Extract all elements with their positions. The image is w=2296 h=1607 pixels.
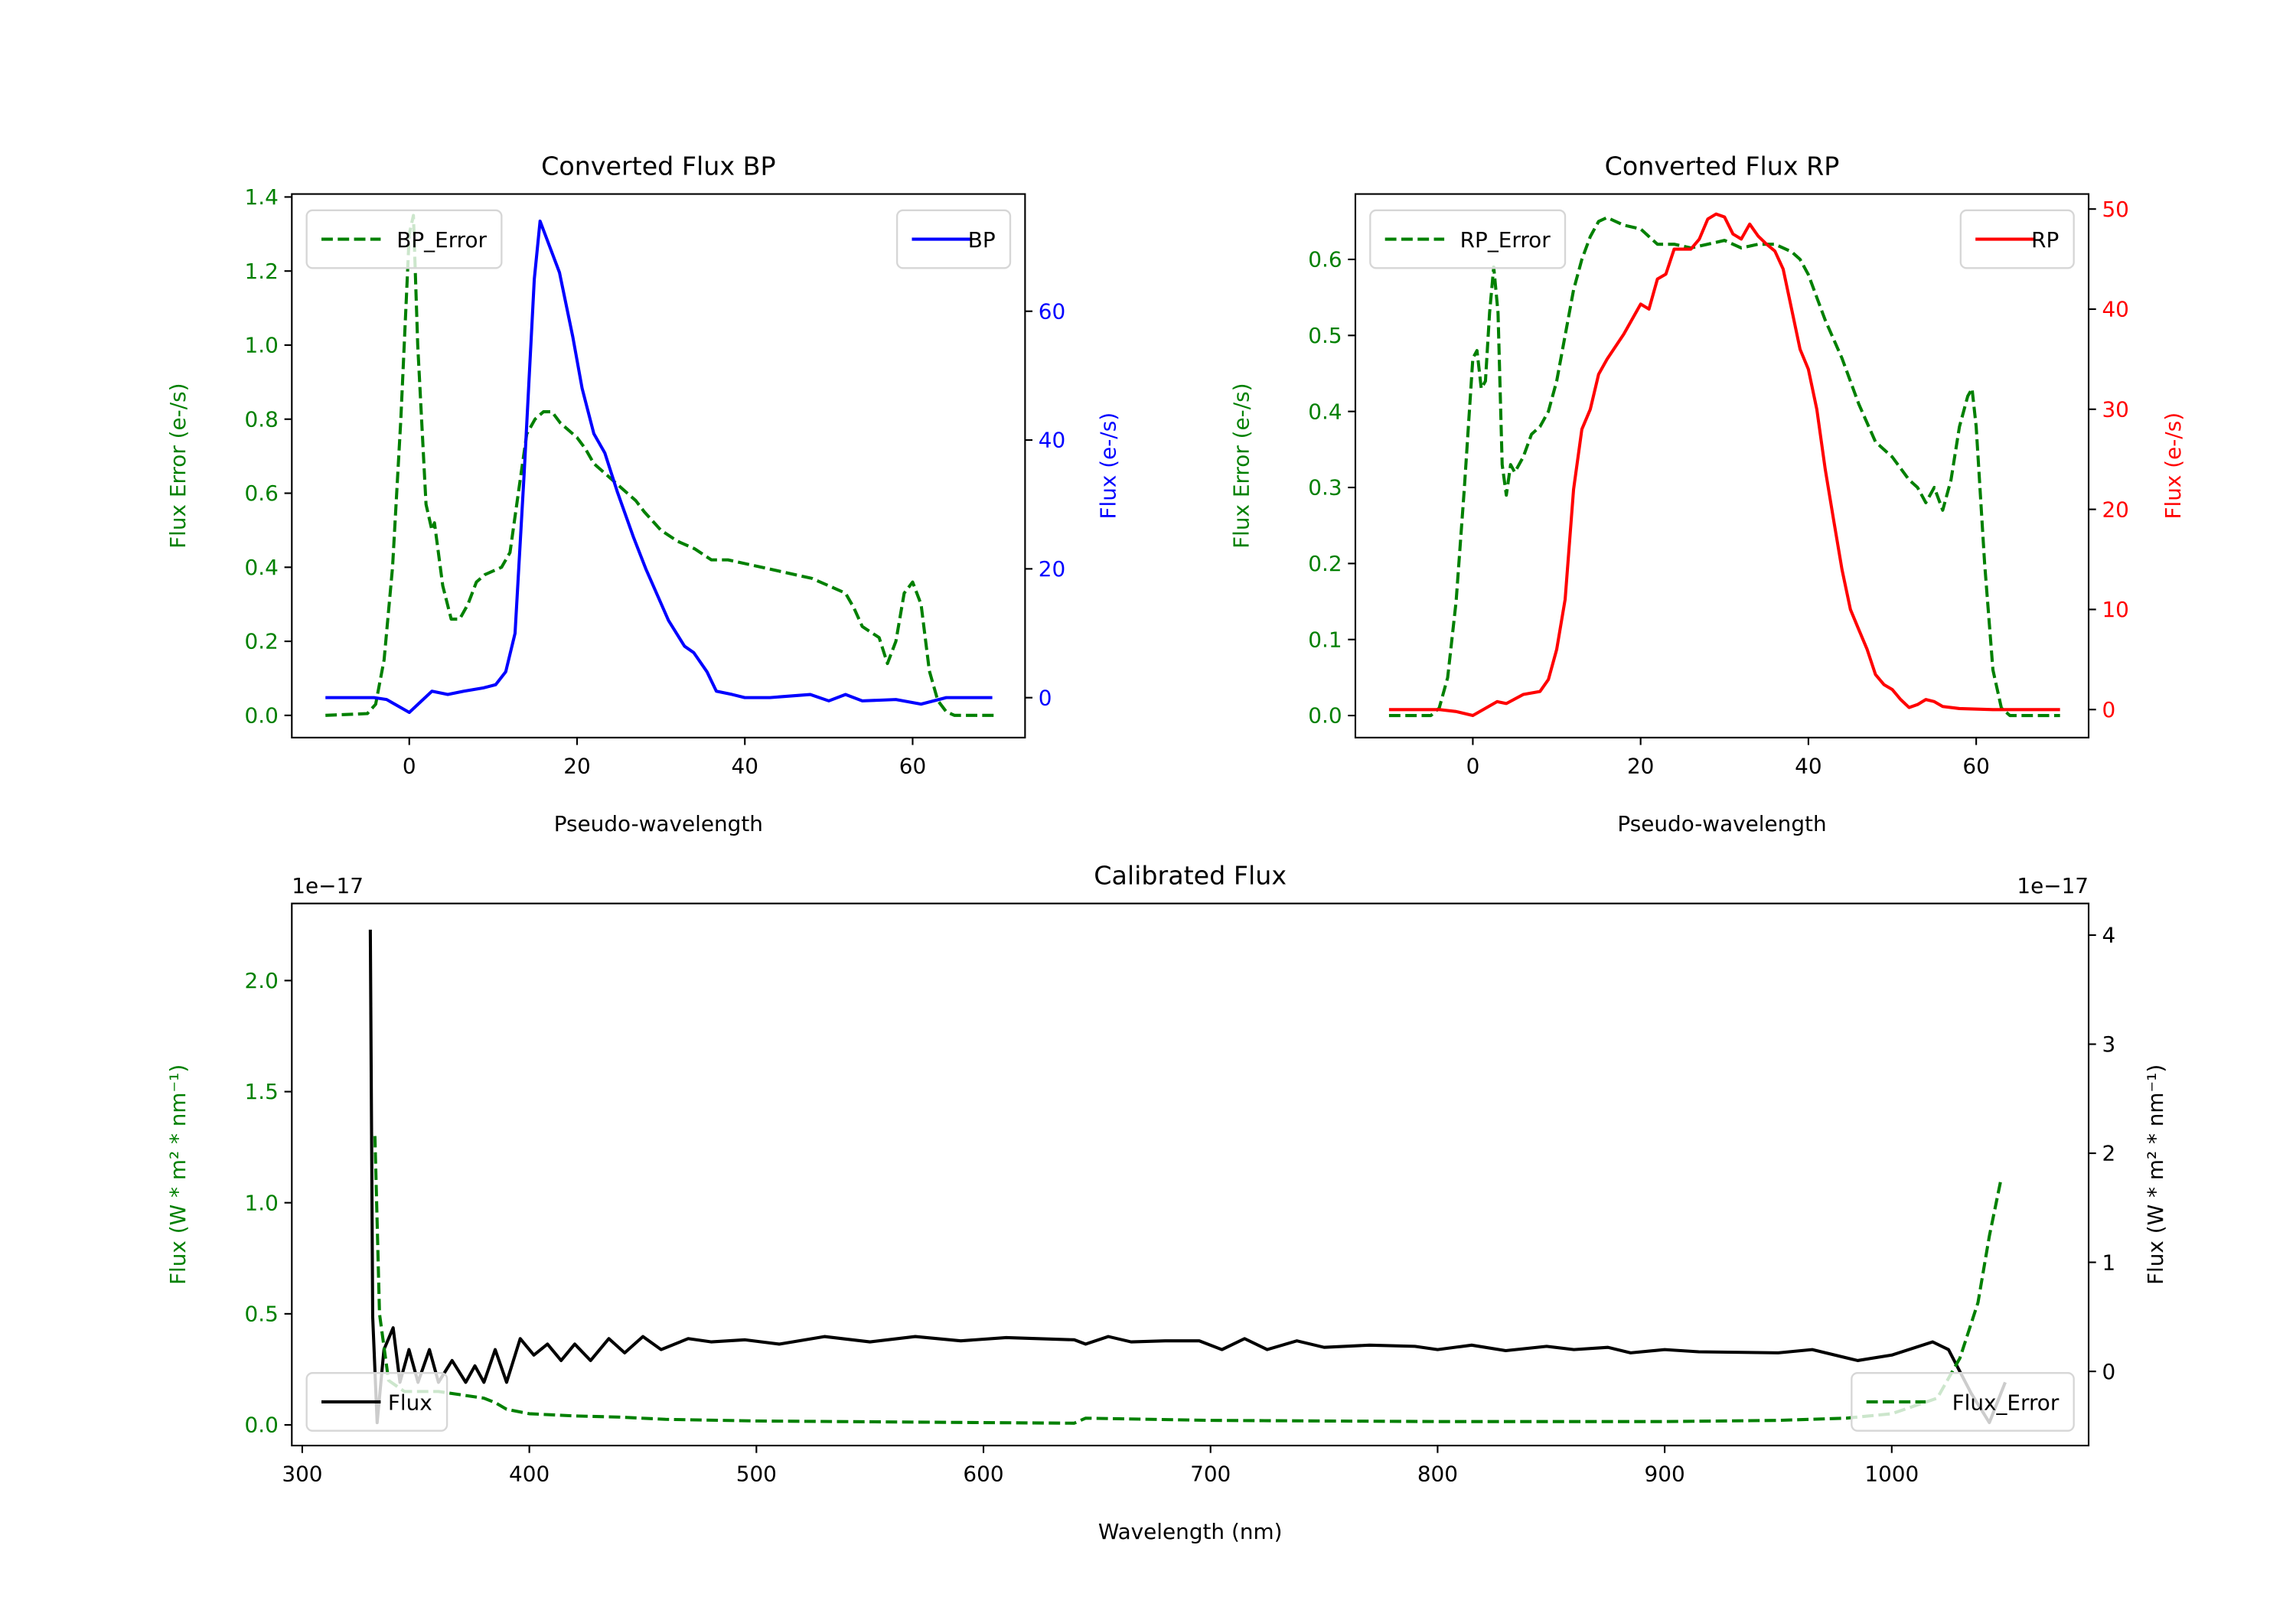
axes-frame [291,193,1026,738]
x-tick-label: 60 [1962,753,1989,778]
y-right-tick-label: 40 [1039,428,1065,453]
y-right-tick-label: 3 [2102,1032,2115,1057]
x-tick-label: 800 [1417,1461,1458,1486]
legend-rp-error: RP_Error [1369,209,1567,269]
x-tick-label: 400 [509,1461,550,1486]
y-left-tick-label: 1.2 [245,259,279,284]
y-right-axis-label: Flux (e-/s) [1095,412,1120,520]
legend-label: Flux [388,1390,432,1416]
axes-frame [291,902,2090,1447]
legend-flux-error: Flux_Error [1851,1372,2075,1432]
y-right-tick-label: 0 [1039,685,1052,710]
subplot-converted-flux-rp: 0 20 40 60 0.0 0.1 0.2 0.3 0.4 0.5 0.6 0 10 20 30 40 50 C… [1229,151,2186,836]
y-left-offset-text: 1e−17 [292,873,364,898]
legend-box [305,209,503,269]
y-left-tick-label: 1.0 [245,333,279,358]
y-left-tick-label: 0.5 [245,1302,279,1327]
x-tick-label: 700 [1190,1461,1231,1486]
series-line-rp-error [1388,216,2060,718]
y-right-tick-label: 20 [1039,556,1065,582]
legend-label: BP_Error [396,227,487,253]
series-line-rp [1388,212,2060,718]
x-tick-label: 300 [282,1461,322,1486]
subplot-converted-flux-bp: 0 20 40 60 0.0 0.2 0.4 0.6 0.8 1.0 1.2 1.4 0 20 40 60 Co… [165,151,1120,836]
legend-bp-error: BP_Error [305,209,503,269]
y-left-tick-label: 0.0 [245,1413,279,1438]
y-left-tick-label: 0.2 [1308,551,1342,576]
y-right-axis-label: Flux (W * m² * nm⁻¹) [2143,1064,2168,1285]
legend-bp: BP [895,209,1012,269]
x-tick-label: 40 [1795,753,1821,778]
x-axis-label: Pseudo-wavelength [554,811,763,836]
legend-label: RP_Error [1460,227,1551,253]
y-left-tick-label: 2.0 [245,968,279,993]
y-left-tick-label: 0.5 [1308,323,1342,348]
y-right-tick-label: 2 [2102,1141,2115,1166]
x-tick-label: 60 [899,753,926,778]
y-left-tick-label: 1.4 [245,184,279,210]
y-right-tick-label: 20 [2102,497,2128,522]
y-right-tick-label: 50 [2102,197,2128,222]
y-right-axis-label: Flux (e-/s) [2161,412,2186,520]
legend-rp: RP [1959,209,2075,269]
y-left-tick-label: 0.1 [1308,627,1342,652]
y-left-axis-label: Flux Error (e-/s) [165,383,191,549]
y-right-offset-text: 1e−17 [2017,873,2089,898]
y-right-tick-label: 30 [2102,396,2128,422]
y-right-tick-label: 60 [1039,298,1065,324]
y-left-tick-label: 0.4 [1308,399,1342,424]
x-tick-label: 600 [963,1461,1003,1486]
y-left-tick-label: 1.0 [245,1190,279,1215]
x-axis-label: Pseudo-wavelength [1617,811,1826,836]
legend-box [1851,1372,2075,1432]
y-left-tick-label: 0.2 [245,629,279,654]
series-line-flux-error [373,1136,2003,1425]
y-right-tick-label: 0 [2102,1359,2115,1384]
series-line-bp [325,219,993,714]
legend-label: RP [2031,227,2059,253]
y-left-tick-label: 1.5 [245,1079,279,1104]
legend-label: BP [968,227,996,253]
legend-flux: Flux [305,1372,448,1432]
series-line-bp-error [325,214,997,717]
y-left-tick-label: 0.6 [245,481,279,506]
x-tick-label: 500 [736,1461,777,1486]
x-tick-label: 900 [1645,1461,1685,1486]
x-tick-label: 1000 [1864,1461,1919,1486]
y-right-tick-label: 4 [2102,923,2115,948]
series-line-flux [368,929,2007,1425]
y-left-tick-label: 0.0 [1308,703,1342,729]
y-right-tick-label: 1 [2102,1250,2115,1275]
x-axis-label: Wavelength (nm) [1098,1519,1283,1544]
x-tick-label: 0 [1466,753,1480,778]
y-right-tick-label: 40 [2102,297,2128,322]
x-tick-label: 20 [1627,753,1654,778]
y-right-tick-label: 10 [2102,597,2128,622]
y-left-tick-label: 0.4 [245,555,279,580]
subplot-calibrated-flux: 300 400 500 600 700 800 900 1000 0.0 0.5 1.0 1.5 2.0… [165,860,2168,1543]
y-left-axis-label: Flux Error (e-/s) [1229,383,1254,549]
y-left-tick-label: 0.8 [245,406,279,432]
axes-frame [1354,193,2090,738]
x-tick-label: 40 [732,753,758,778]
chart-title: Converted Flux BP [541,151,775,181]
chart-title: Converted Flux RP [1605,151,1840,181]
y-left-axis-label: Flux (W * m² * nm⁻¹) [165,1064,191,1285]
legend-box [1369,209,1567,269]
x-tick-label: 0 [403,753,416,778]
legend-label: Flux_Error [1952,1390,2060,1416]
y-right-tick-label: 0 [2102,697,2115,722]
y-left-tick-label: 0.3 [1308,475,1342,500]
y-left-tick-label: 0.6 [1308,247,1342,272]
x-tick-label: 20 [563,753,590,778]
chart-title: Calibrated Flux [1094,860,1287,890]
y-left-tick-label: 0.0 [245,703,279,729]
